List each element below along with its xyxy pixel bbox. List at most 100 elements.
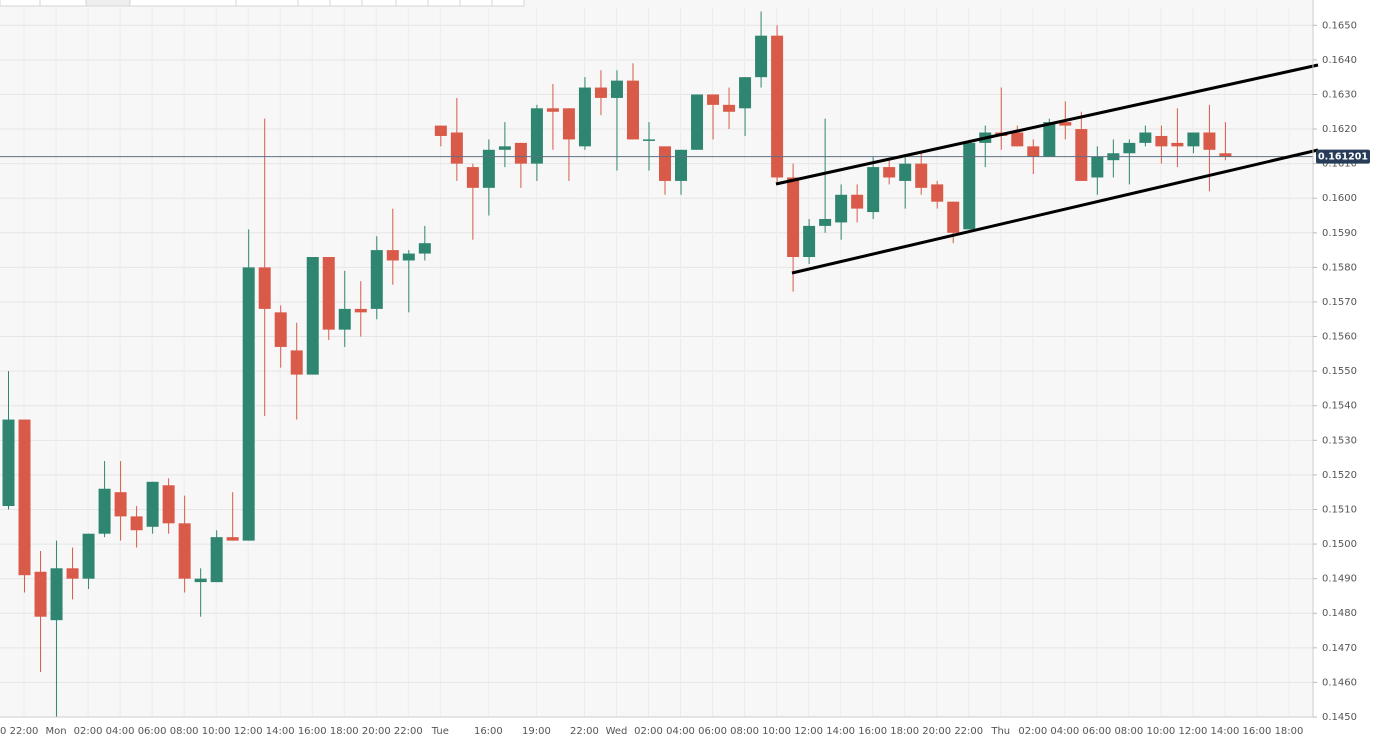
x-tick-label: Tue (431, 726, 449, 737)
axis-labels: 0.1450 0.1460 0.1470 0.1480 0.1490 0.1500 0.15… (0, 20, 1370, 737)
y-tick-label: 0.1640 (1322, 55, 1357, 66)
candle-body (755, 35, 768, 78)
candle-body (18, 419, 31, 576)
x-tick-label: 12:00 (794, 726, 823, 737)
candle-body (803, 225, 816, 258)
candle-body (562, 108, 575, 140)
y-tick-label: 0.1470 (1322, 643, 1357, 654)
candle-body (915, 163, 928, 188)
y-tick-label: 0.1610 (1322, 159, 1357, 170)
x-tick-label: 10:00 (762, 726, 791, 737)
y-tick-label: 0.1570 (1322, 297, 1357, 308)
last-price-box (1316, 149, 1370, 164)
y-tick-label: 0.1500 (1322, 539, 1357, 550)
candle-body (194, 578, 207, 583)
x-tick-label: 06:00 (1082, 726, 1111, 737)
candle-body (162, 485, 175, 524)
candle-body (626, 80, 639, 140)
candle-body (1187, 132, 1200, 147)
candle-body (899, 163, 912, 181)
y-tick-label: 0.1520 (1322, 470, 1357, 481)
candle-body (34, 571, 47, 617)
x-tick-label: Mon (45, 726, 66, 737)
y-tick-label: 0.1600 (1322, 193, 1357, 204)
x-tick-label: 04:00 (106, 726, 135, 737)
y-tick-label: 0.1490 (1322, 574, 1357, 585)
candle-body (1075, 129, 1088, 181)
candle-body (610, 80, 623, 98)
candle-body (1011, 132, 1024, 147)
candle-body (1155, 135, 1168, 147)
x-tick-label: 04:00 (1050, 726, 1079, 737)
x-tick-label: 22:00 (570, 726, 599, 737)
candle-body (594, 87, 607, 98)
x-tick-label: 02:00 (74, 726, 103, 737)
candle-body (274, 312, 287, 347)
candle-body (771, 35, 784, 178)
candle-body (450, 132, 463, 164)
candle-body (402, 253, 415, 261)
x-tick-label: 04:00 (666, 726, 695, 737)
candle-body (1139, 132, 1152, 143)
x-tick-label: 12:00 (1178, 726, 1207, 737)
candle-body (963, 142, 976, 230)
candle-body (851, 194, 864, 209)
x-tick-label: 20:00 (0, 726, 6, 737)
candle-body (2, 419, 15, 507)
y-tick-label: 0.1460 (1322, 677, 1357, 688)
candle-body (466, 167, 479, 188)
candle-body (418, 243, 431, 254)
y-tick-label: 0.1540 (1322, 401, 1357, 412)
x-tick-label: 16:00 (298, 726, 327, 737)
candle-body (338, 308, 351, 330)
plot-background (0, 0, 1313, 717)
candle-body (1171, 142, 1184, 147)
candle-body (386, 250, 399, 261)
candle-body (530, 108, 543, 164)
candle-body (290, 350, 303, 375)
candle-body (498, 146, 511, 150)
candle-body (691, 94, 704, 150)
y-tick-label: 0.1580 (1322, 262, 1357, 273)
candle-body (1027, 146, 1040, 157)
candle-body (50, 568, 63, 621)
candle-body (1203, 132, 1216, 150)
candle-body (1123, 142, 1136, 154)
x-tick-label: 14:00 (266, 726, 295, 737)
candle-body (642, 139, 655, 141)
candle-body (226, 537, 239, 541)
x-tick-label: 08:00 (730, 726, 759, 737)
candle-body (258, 267, 271, 309)
candle-body (98, 488, 111, 534)
x-tick-label: 06:00 (698, 726, 727, 737)
candle-body (787, 177, 800, 258)
candle-body (130, 516, 143, 531)
x-tick-label: 22:00 (394, 726, 423, 737)
x-tick-label: 18:00 (330, 726, 359, 737)
x-tick-label: 20:00 (922, 726, 951, 737)
y-tick-label: 0.1530 (1322, 435, 1357, 446)
x-tick-label: 14:00 (826, 726, 855, 737)
x-tick-label: 19:00 (522, 726, 551, 737)
candle-body (306, 257, 319, 375)
candle-body (723, 104, 736, 112)
candle-body (210, 537, 223, 583)
candle-body (931, 184, 944, 202)
candle-body (114, 492, 127, 517)
candle-body (434, 125, 447, 136)
candles (0, 11, 1313, 717)
toolbar-tabs (0, 0, 525, 7)
candle-body (146, 481, 159, 527)
x-tick-label: 08:00 (170, 726, 199, 737)
trend-channel (775, 63, 1319, 275)
candle-body (1219, 153, 1232, 157)
candle-body (659, 146, 672, 181)
x-tick-label: 08:00 (1114, 726, 1143, 737)
last-price-label: 0.161201 (1318, 152, 1368, 163)
candle-body (354, 308, 367, 313)
x-tick-label: 02:00 (1018, 726, 1047, 737)
x-tick-label: 20:00 (362, 726, 391, 737)
candle-body (867, 167, 880, 213)
